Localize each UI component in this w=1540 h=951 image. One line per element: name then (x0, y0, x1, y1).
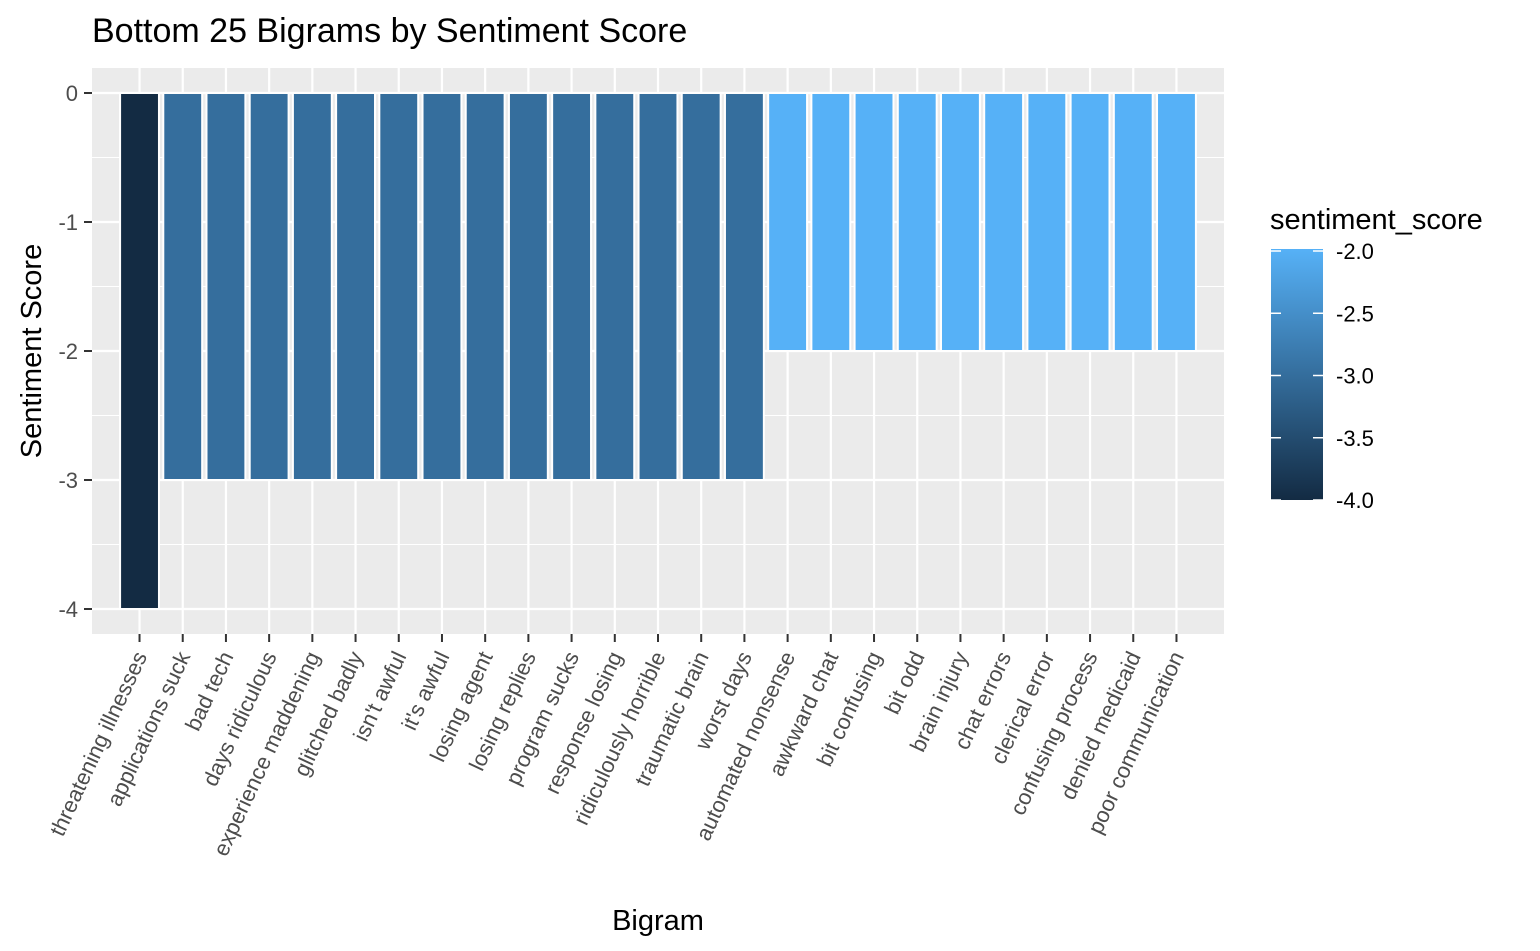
bar (594, 92, 636, 481)
bar (421, 92, 463, 481)
bar (335, 92, 376, 481)
bar (896, 92, 938, 352)
legend-tick-label: -2.0 (1336, 239, 1374, 264)
y-tick-label: -3 (58, 468, 78, 493)
legend-colorbar (1271, 249, 1323, 500)
bar (1112, 92, 1154, 352)
legend-title: sentiment_score (1270, 204, 1483, 236)
bar (507, 92, 549, 481)
legend-ticks: -2.0 -2.5 -3.0 -3.5 -4.0 (1271, 239, 1374, 513)
bar (853, 92, 895, 352)
bar (248, 92, 290, 481)
y-tick-label: -2 (58, 339, 78, 364)
y-tick-label: 0 (66, 81, 78, 106)
legend-tick-label: -3.5 (1336, 426, 1374, 451)
bars (119, 92, 1197, 610)
bar (637, 92, 679, 481)
y-axis: 0 -1 -2 -3 -4 (58, 81, 92, 622)
bar (767, 92, 809, 352)
bar (1156, 92, 1197, 352)
bar (810, 92, 852, 352)
bar (723, 92, 765, 481)
chart-title: Bottom 25 Bigrams by Sentiment Score (92, 12, 687, 50)
bar (205, 92, 247, 481)
bar (551, 92, 593, 481)
y-tick-label: -1 (58, 210, 78, 235)
bar (940, 92, 981, 352)
bar (162, 92, 204, 481)
bar (983, 92, 1025, 352)
y-tick-label: -4 (58, 597, 78, 622)
legend: sentiment_score -2.0 -2.5 -3.0 -3.5 -4.0 (1270, 204, 1483, 513)
bar (119, 92, 160, 610)
bar (378, 92, 420, 481)
bar (464, 92, 506, 481)
legend-tick-label: -4.0 (1336, 488, 1374, 513)
bar (680, 92, 722, 481)
y-axis-title: Sentiment Score (16, 244, 48, 458)
x-axis-title: Bigram (612, 905, 704, 937)
legend-tick-label: -2.5 (1336, 301, 1374, 326)
bar (1069, 92, 1111, 352)
legend-tick-label: -3.0 (1336, 364, 1374, 389)
bar (291, 92, 333, 481)
bar (1026, 92, 1068, 352)
